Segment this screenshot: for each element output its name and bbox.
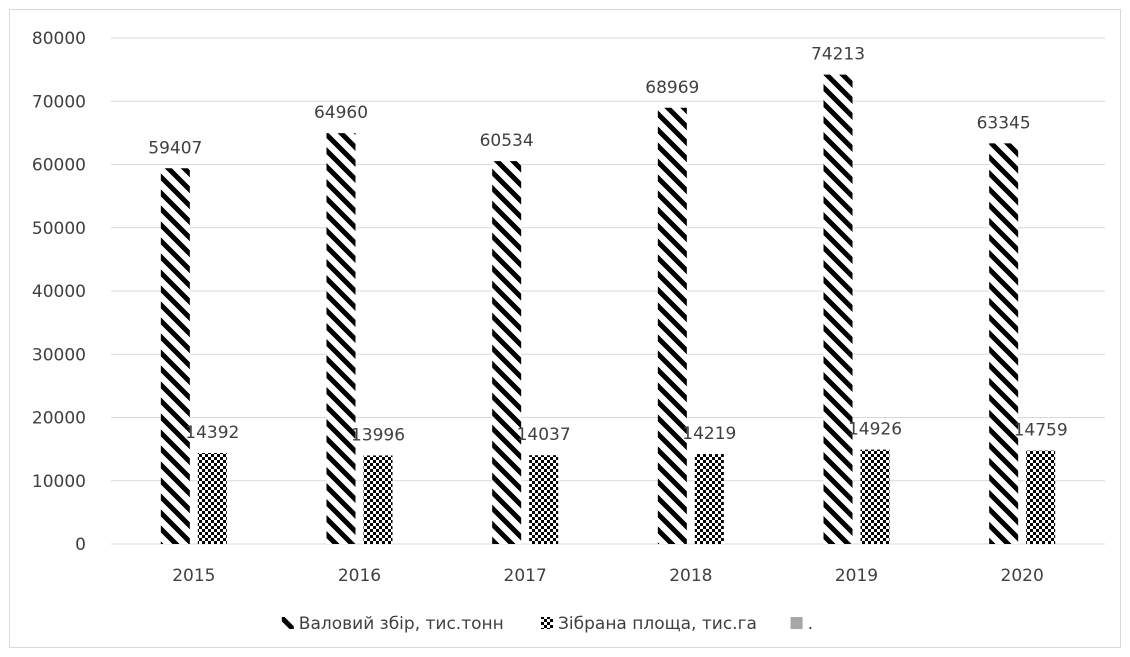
gridlines: [111, 37, 1105, 545]
legend-swatch: [541, 617, 553, 629]
bar: [657, 107, 687, 545]
x-axis: 2015 2016 2017 2018 2019 2020: [172, 566, 1044, 586]
legend: Валовий збір, тис.тонн Зібрана площа, тис…: [281, 614, 813, 634]
x-tick-label: 2015: [172, 566, 215, 586]
bar: [823, 74, 853, 544]
bar: [694, 454, 724, 544]
y-tick-label: 10000: [32, 472, 86, 492]
data-label: 14219: [682, 424, 736, 444]
x-tick-label: 2016: [338, 566, 381, 586]
x-tick-label: 2020: [1001, 566, 1044, 586]
data-label: 64960: [314, 103, 368, 123]
bar: [529, 455, 559, 544]
x-tick-label: 2019: [835, 566, 878, 586]
x-tick-label: 2018: [669, 566, 712, 586]
x-tick-label: 2017: [504, 566, 547, 586]
y-tick-label: 60000: [32, 156, 86, 176]
data-label: 74213: [811, 45, 865, 65]
legend-label: Валовий збір, тис.тонн: [299, 614, 504, 634]
chart-frame: 0 10000 20000 30000 40000 50000 60000 70000 8000…: [9, 9, 1121, 648]
bars: [160, 74, 1056, 545]
bar: [989, 143, 1019, 544]
y-tick-label: 20000: [32, 409, 86, 429]
data-label: 60534: [480, 131, 534, 151]
data-labels: 59407 14392 64960 13996 60534 14037 68969 14219…: [148, 45, 1067, 446]
legend-swatch: [281, 617, 294, 629]
y-tick-label: 30000: [32, 345, 86, 365]
y-tick-label: 0: [75, 535, 86, 555]
data-label: 59407: [148, 138, 202, 158]
data-label: 68969: [645, 78, 699, 98]
y-tick-label: 80000: [32, 29, 86, 49]
data-label: 14759: [1014, 421, 1068, 441]
data-label: 63345: [977, 113, 1031, 133]
bar: [197, 452, 227, 544]
y-tick-label: 70000: [32, 92, 86, 112]
legend-label: Зібрана площа, тис.га: [558, 614, 757, 634]
bar: [363, 455, 393, 544]
bar: [326, 133, 356, 544]
bar: [160, 168, 190, 544]
bar: [860, 449, 890, 544]
legend-label: .: [808, 614, 813, 634]
data-label: 14926: [848, 420, 902, 440]
data-label: 14392: [185, 423, 239, 443]
legend-swatch: [790, 617, 803, 629]
bar: [1026, 450, 1056, 544]
data-label: 14037: [517, 425, 571, 445]
y-axis: 0 10000 20000 30000 40000 50000 60000 70000 8000…: [32, 29, 86, 555]
y-tick-label: 50000: [32, 219, 86, 239]
bar-chart: 0 10000 20000 30000 40000 50000 60000 70000 8000…: [32, 29, 1105, 634]
bar: [492, 161, 522, 545]
data-label: 13996: [351, 425, 405, 445]
y-tick-label: 40000: [32, 282, 86, 302]
